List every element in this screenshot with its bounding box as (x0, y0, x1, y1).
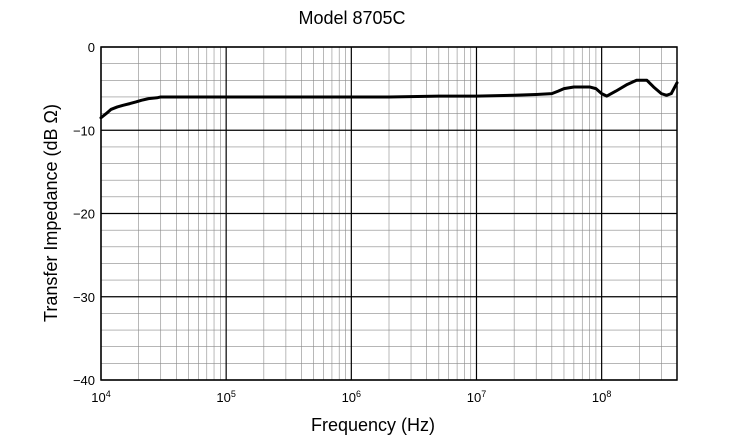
x-axis-title: Frequency (Hz) (311, 415, 435, 435)
x-tick-label: 106 (342, 389, 361, 405)
chart-title: Model 8705C (298, 8, 405, 28)
y-tick-label: 0 (88, 40, 95, 55)
x-tick-labels: 104 105 106 107 108 (91, 389, 611, 405)
plot-frame (100, 46, 678, 381)
y-tick-label: −30 (73, 290, 95, 305)
y-tick-labels: 0 −10 −20 −30 −40 (73, 40, 95, 388)
x-tick-label: 104 (91, 389, 110, 405)
x-tick-label: 107 (467, 389, 486, 405)
x-tick-label: 105 (216, 389, 235, 405)
series-layer (99, 78, 679, 120)
y-tick-label: −10 (73, 123, 95, 138)
y-axis-title: Transfer Impedance (dB Ω) (41, 104, 61, 322)
y-tick-label: −40 (73, 373, 95, 388)
x-tick-label: 108 (592, 389, 611, 405)
y-tick-label: −20 (73, 207, 95, 222)
series-line (99, 78, 679, 120)
